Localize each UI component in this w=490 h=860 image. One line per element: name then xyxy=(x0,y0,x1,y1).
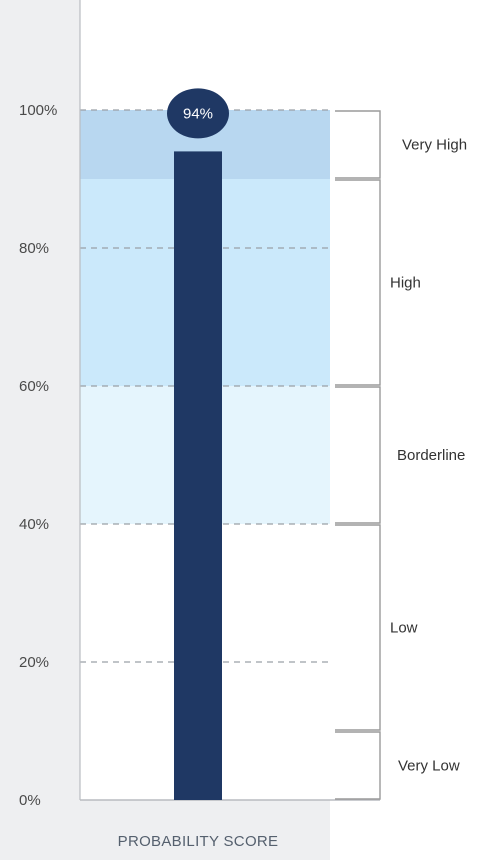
y-tick-label-40: 40% xyxy=(19,516,49,533)
band-label-1: High xyxy=(390,275,421,292)
band-bracket-4 xyxy=(335,731,381,800)
band-bracket-2 xyxy=(335,386,381,524)
band-label-4: Very Low xyxy=(398,758,460,775)
y-tick-labels: 0% 20% 40% 60% 80% 100% xyxy=(19,102,57,809)
band-bracket-0 xyxy=(335,110,381,179)
y-tick-label-80: 80% xyxy=(19,240,49,257)
bar-value-bubble-0 xyxy=(167,88,229,139)
chart-background-panel xyxy=(0,0,80,860)
band-label-2: Borderline xyxy=(397,447,465,464)
y-tick-label-20: 20% xyxy=(19,654,49,671)
bar-value-label-0: 94% xyxy=(183,105,213,122)
y-tick-label-60: 60% xyxy=(19,378,49,395)
bars: 94% xyxy=(167,88,229,800)
band-label-3: Low xyxy=(390,620,418,637)
y-tick-label-100: 100% xyxy=(19,102,57,119)
x-axis-label: PROBABILITY SCORE xyxy=(118,833,279,850)
band-bracket-1 xyxy=(335,179,381,386)
y-tick-label-0: 0% xyxy=(19,792,41,809)
band-bracket-3 xyxy=(335,524,381,731)
band-brackets: Very High High Borderline Low Very Low xyxy=(335,110,467,800)
bar-0 xyxy=(174,151,222,800)
band-label-0: Very High xyxy=(402,137,467,154)
x-label-strip xyxy=(0,800,330,860)
